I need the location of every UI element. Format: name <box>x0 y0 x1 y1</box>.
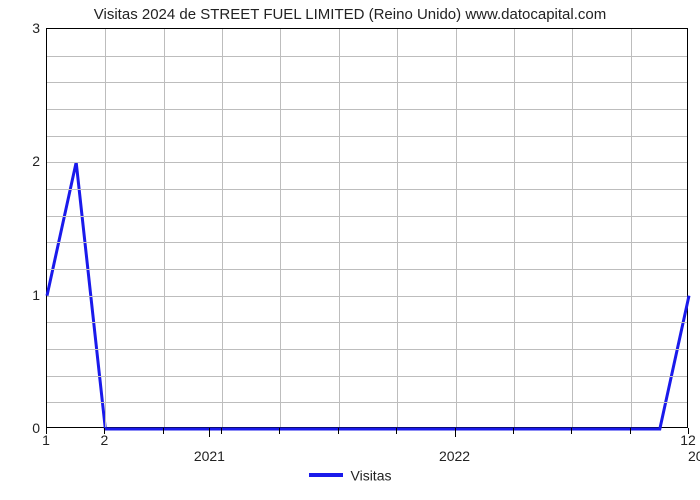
x-year-label: 2022 <box>439 448 470 464</box>
hgrid-major <box>47 162 687 163</box>
hgrid-minor <box>47 136 687 137</box>
hgrid-minor <box>47 56 687 57</box>
x-tick-minor <box>396 428 397 434</box>
hgrid-minor <box>47 349 687 350</box>
hgrid-minor <box>47 376 687 377</box>
chart-title: Visitas 2024 de STREET FUEL LIMITED (Rei… <box>0 6 700 23</box>
x-year-label: 2021 <box>194 448 225 464</box>
x-tick-minor <box>571 428 572 434</box>
hgrid-minor <box>47 322 687 323</box>
y-tick-label: 0 <box>0 420 40 436</box>
hgrid-minor <box>47 402 687 403</box>
vgrid <box>164 29 165 427</box>
hgrid-minor <box>47 109 687 110</box>
x-year-label: 202 <box>688 448 700 464</box>
hgrid-minor <box>47 216 687 217</box>
x-tick-label: 1 <box>42 432 50 448</box>
hgrid-major <box>47 296 687 297</box>
vgrid <box>514 29 515 427</box>
hgrid-minor <box>47 242 687 243</box>
x-tick-minor <box>513 428 514 434</box>
x-tick-minor <box>221 428 222 434</box>
hgrid-minor <box>47 269 687 270</box>
vgrid <box>572 29 573 427</box>
x-tick-minor <box>279 428 280 434</box>
vgrid <box>456 29 457 427</box>
y-tick-label: 3 <box>0 20 40 36</box>
y-tick-label: 2 <box>0 153 40 169</box>
x-tick-label: 12 <box>680 432 696 448</box>
vgrid <box>222 29 223 427</box>
legend-swatch <box>309 473 343 477</box>
x-tick-major <box>455 428 456 437</box>
x-tick-minor <box>630 428 631 434</box>
x-tick-minor <box>163 428 164 434</box>
visits-line-chart: Visitas 2024 de STREET FUEL LIMITED (Rei… <box>0 0 700 500</box>
x-tick-label: 2 <box>100 432 108 448</box>
legend: Visitas <box>0 466 700 483</box>
series-visitas <box>47 29 689 429</box>
hgrid-minor <box>47 189 687 190</box>
vgrid <box>631 29 632 427</box>
vgrid <box>280 29 281 427</box>
plot-area <box>46 28 688 428</box>
vgrid <box>105 29 106 427</box>
vgrid <box>339 29 340 427</box>
legend-label: Visitas <box>351 467 392 483</box>
x-tick-major <box>209 428 210 437</box>
x-tick-minor <box>338 428 339 434</box>
hgrid-minor <box>47 82 687 83</box>
vgrid <box>397 29 398 427</box>
y-tick-label: 1 <box>0 287 40 303</box>
